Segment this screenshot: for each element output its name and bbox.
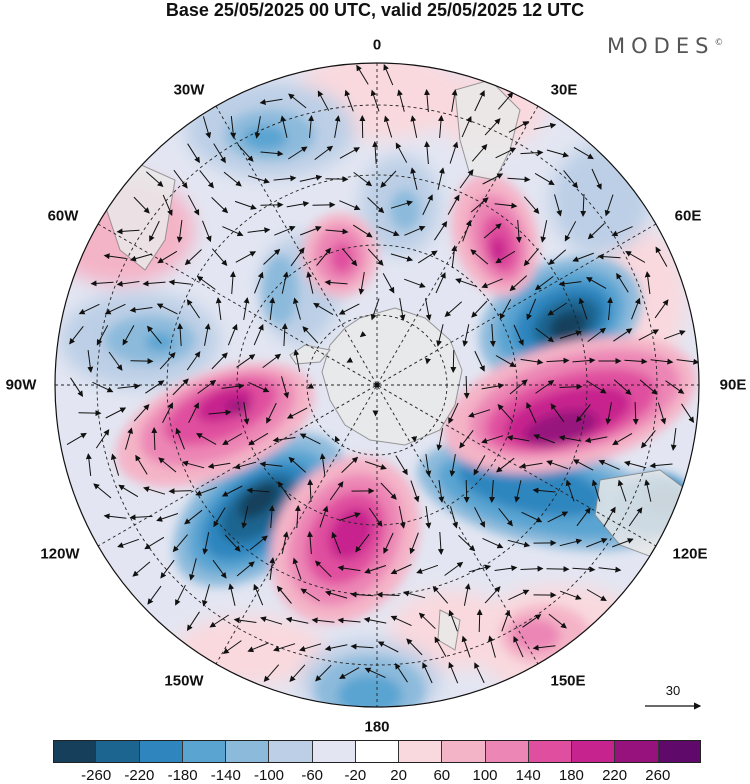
lon-label-90e: 90E <box>720 377 747 394</box>
colorbar-label: 260 <box>645 767 670 784</box>
colorbar-label: -20 <box>345 767 367 784</box>
colorbar-label: 20 <box>390 767 407 784</box>
colorbar-label: -100 <box>254 767 284 784</box>
colorbar-label: 60 <box>433 767 450 784</box>
colorbar-label: -180 <box>168 767 198 784</box>
lon-label-150w: 150W <box>164 673 203 690</box>
colorbar-label: -220 <box>124 767 154 784</box>
wind-vector <box>313 205 335 206</box>
wind-vector <box>261 205 283 206</box>
colorbar-label: 140 <box>516 767 541 784</box>
lon-label-90w: 90W <box>6 377 37 394</box>
colorbar-label: -60 <box>301 767 323 784</box>
lon-label-180: 180 <box>364 719 389 736</box>
lon-label-60w: 60W <box>48 208 79 225</box>
colorbar-label: 180 <box>559 767 584 784</box>
wind-vector <box>466 480 467 502</box>
lon-label-150e: 150E <box>550 673 585 690</box>
lon-label-60e: 60E <box>675 208 702 225</box>
wind-vector <box>326 179 348 180</box>
reference-vector-value: 30 <box>666 683 680 698</box>
lon-label-30e: 30E <box>551 82 578 99</box>
lon-label-120e: 120E <box>672 546 707 563</box>
south-pole-marker <box>375 383 380 388</box>
wind-vector <box>453 350 454 372</box>
lon-label-120w: 120W <box>40 546 79 563</box>
colorbar-label: 100 <box>472 767 497 784</box>
colorbar-frame <box>53 740 701 763</box>
colorbar-label: -260 <box>81 767 111 784</box>
lon-label-30w: 30W <box>174 82 205 99</box>
colorbar-label: -140 <box>211 767 241 784</box>
wind-vector <box>131 361 153 362</box>
wind-vector <box>479 610 480 632</box>
lon-label-0: 0 <box>373 37 381 54</box>
colorbar-label: 220 <box>602 767 627 784</box>
